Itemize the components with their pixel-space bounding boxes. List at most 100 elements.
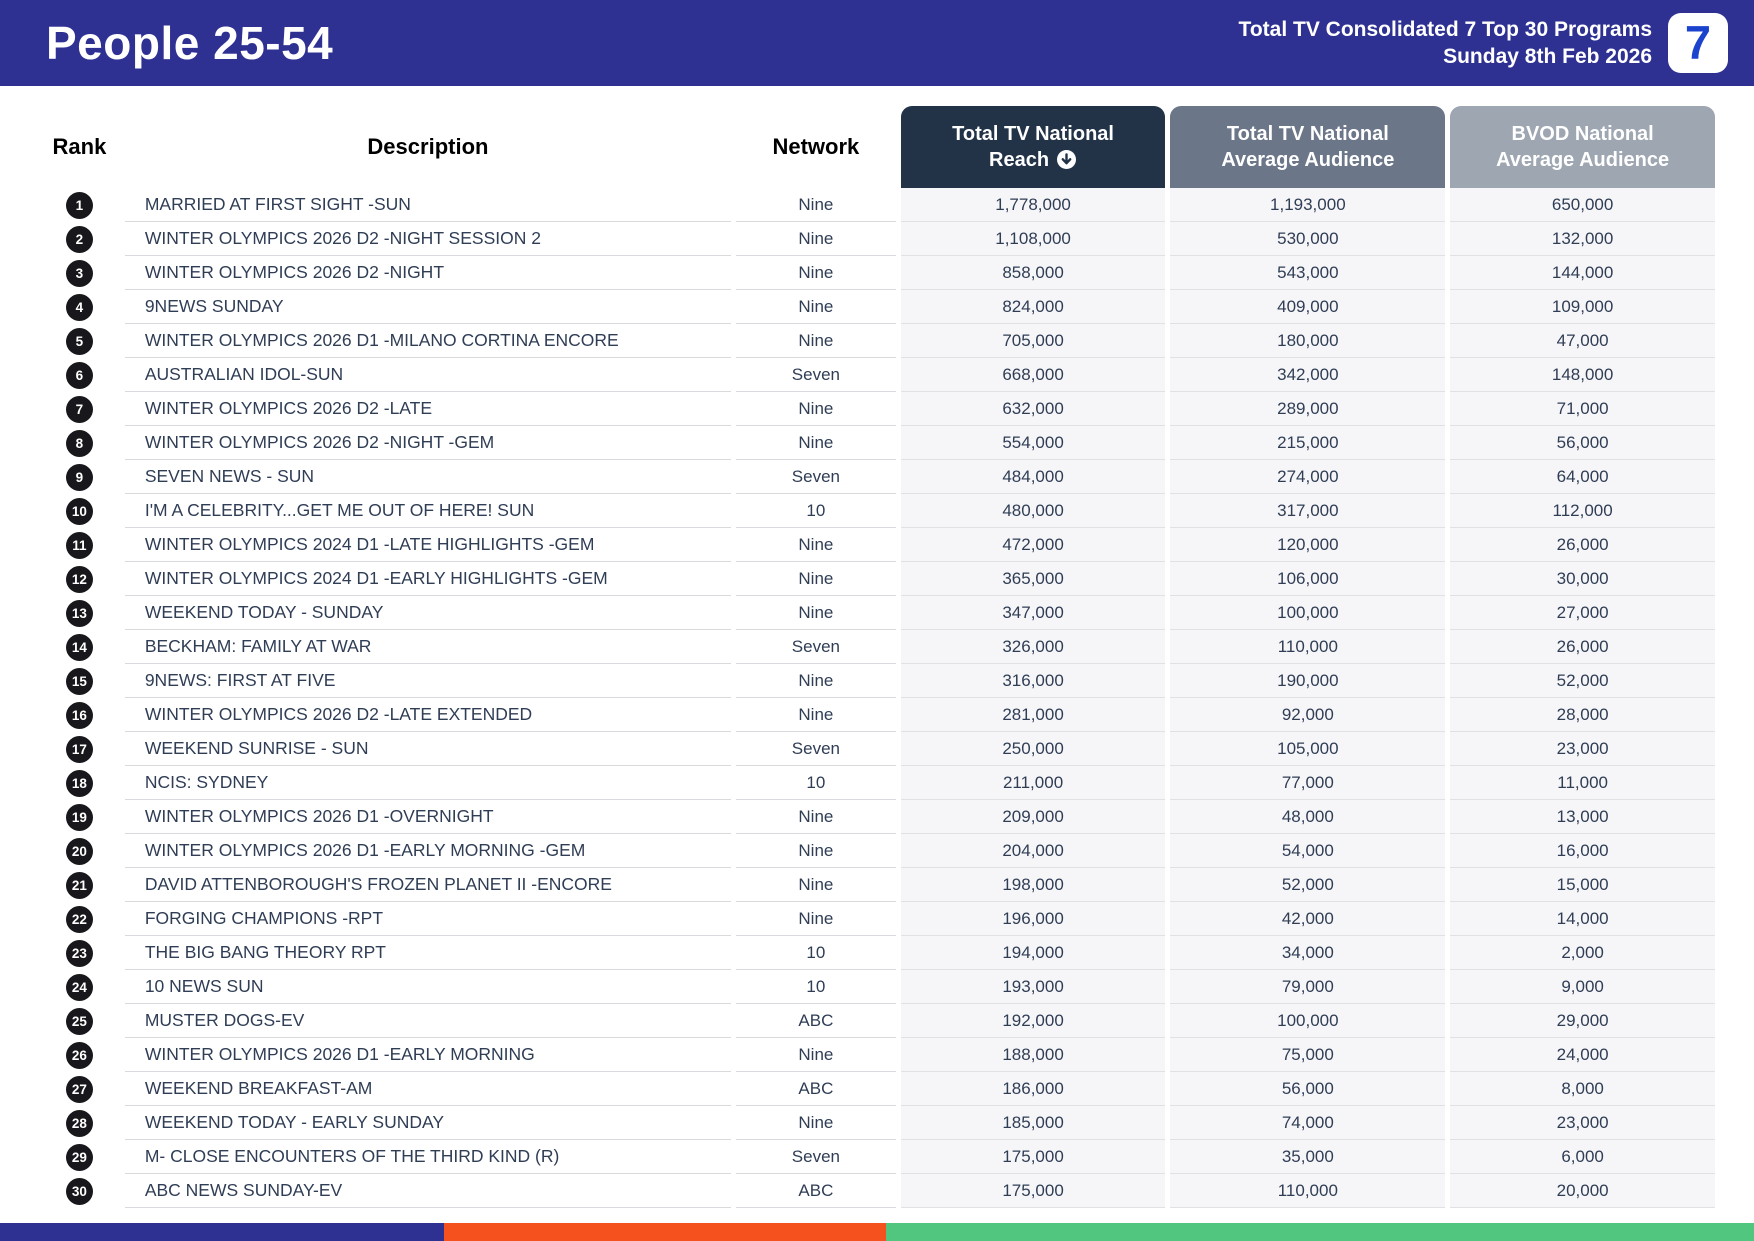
table-row: 28 WEEKEND TODAY - EARLY SUNDAY Nine 185,00… <box>39 1106 1715 1140</box>
total-tv-reach-cell: 824,000 <box>900 290 1166 324</box>
footer-color-bar <box>0 1223 1754 1241</box>
description-cell: ABC NEWS SUNDAY-EV <box>124 1174 732 1208</box>
column-header-total-tv-reach[interactable]: Total TV National Reach <box>900 106 1166 188</box>
network-cell: Nine <box>736 528 896 562</box>
table-row: 15 9NEWS: FIRST AT FIVE Nine 316,000 190,000… <box>39 664 1715 698</box>
rank-cell: 26 <box>39 1038 120 1072</box>
rank-cell: 8 <box>39 426 120 460</box>
rank-cell: 19 <box>39 800 120 834</box>
network-cell: Nine <box>736 664 896 698</box>
programs-table: Rank Description Network Total TV Nation… <box>34 106 1720 1208</box>
network-cell: Nine <box>736 324 896 358</box>
rank-badge: 11 <box>65 531 93 559</box>
network-cell: ABC <box>736 1004 896 1038</box>
total-tv-reach-cell: 480,000 <box>900 494 1166 528</box>
rank-badge: 7 <box>65 395 93 423</box>
description-cell: WINTER OLYMPICS 2026 D2 -LATE EXTENDED <box>124 698 732 732</box>
network-cell: Nine <box>736 800 896 834</box>
network-cell: Nine <box>736 290 896 324</box>
total-tv-reach-cell: 484,000 <box>900 460 1166 494</box>
network-cell: 10 <box>736 936 896 970</box>
table-row: 23 THE BIG BANG THEORY RPT 10 194,000 34,000… <box>39 936 1715 970</box>
total-tv-reach-cell: 209,000 <box>900 800 1166 834</box>
table-row: 18 NCIS: SYDNEY 10 211,000 77,000 11,000 <box>39 766 1715 800</box>
description-cell: WINTER OLYMPICS 2026 D1 -EARLY MORNING <box>124 1038 732 1072</box>
total-tv-reach-cell: 632,000 <box>900 392 1166 426</box>
rank-cell: 21 <box>39 868 120 902</box>
total-tv-average-audience-cell: 79,000 <box>1170 970 1446 1004</box>
bvod-average-audience-cell: 71,000 <box>1450 392 1715 426</box>
bvod-average-audience-cell: 52,000 <box>1450 664 1715 698</box>
description-cell: WEEKEND SUNRISE - SUN <box>124 732 732 766</box>
table-row: 30 ABC NEWS SUNDAY-EV ABC 175,000 110,000 20,… <box>39 1174 1715 1208</box>
total-tv-reach-cell: 175,000 <box>900 1140 1166 1174</box>
total-tv-reach-cell: 192,000 <box>900 1004 1166 1038</box>
total-tv-average-audience-cell: 110,000 <box>1170 630 1446 664</box>
footer-bar-segment <box>0 1223 444 1241</box>
rank-cell: 12 <box>39 562 120 596</box>
report-subtitle-line1: Total TV Consolidated 7 Top 30 Programs <box>1238 17 1652 41</box>
description-cell: WINTER OLYMPICS 2026 D2 -NIGHT -GEM <box>124 426 732 460</box>
rank-badge: 21 <box>65 871 93 899</box>
rank-cell: 1 <box>39 188 120 222</box>
network-cell: ABC <box>736 1072 896 1106</box>
rank-badge: 14 <box>65 633 93 661</box>
header-right: Total TV Consolidated 7 Top 30 Programs … <box>1239 13 1728 73</box>
rank-cell: 9 <box>39 460 120 494</box>
table-header-row: Rank Description Network Total TV Nation… <box>39 106 1715 188</box>
footer-bar-segment <box>443 1223 886 1241</box>
total-tv-reach-cell: 196,000 <box>900 902 1166 936</box>
description-cell: WEEKEND TODAY - SUNDAY <box>124 596 732 630</box>
table-row: 25 MUSTER DOGS-EV ABC 192,000 100,000 29,000 <box>39 1004 1715 1038</box>
total-tv-reach-cell: 347,000 <box>900 596 1166 630</box>
description-cell: WEEKEND TODAY - EARLY SUNDAY <box>124 1106 732 1140</box>
total-tv-reach-cell: 250,000 <box>900 732 1166 766</box>
rank-badge: 23 <box>65 939 93 967</box>
network-cell: 10 <box>736 766 896 800</box>
rank-badge: 3 <box>65 259 93 287</box>
rank-cell: 30 <box>39 1174 120 1208</box>
table-row: 13 WEEKEND TODAY - SUNDAY Nine 347,000 100,0… <box>39 596 1715 630</box>
network-cell: Nine <box>736 222 896 256</box>
description-cell: WINTER OLYMPICS 2024 D1 -LATE HIGHLIGHTS… <box>124 528 732 562</box>
network-cell: Nine <box>736 1106 896 1140</box>
rank-badge: 5 <box>65 327 93 355</box>
total-tv-average-audience-cell: 1,193,000 <box>1170 188 1446 222</box>
rank-cell: 3 <box>39 256 120 290</box>
total-tv-reach-cell: 185,000 <box>900 1106 1166 1140</box>
sort-descending-icon <box>1057 150 1077 169</box>
bvod-average-audience-cell: 11,000 <box>1450 766 1715 800</box>
total-tv-average-audience-cell: 35,000 <box>1170 1140 1446 1174</box>
description-cell: MUSTER DOGS-EV <box>124 1004 732 1038</box>
total-tv-average-audience-cell: 317,000 <box>1170 494 1446 528</box>
total-tv-average-audience-cell: 342,000 <box>1170 358 1446 392</box>
rank-badge: 25 <box>65 1007 93 1035</box>
rank-cell: 11 <box>39 528 120 562</box>
rank-badge: 30 <box>65 1177 93 1205</box>
bvod-average-audience-cell: 20,000 <box>1450 1174 1715 1208</box>
network-cell: Nine <box>736 596 896 630</box>
total-tv-reach-cell: 194,000 <box>900 936 1166 970</box>
total-tv-average-audience-cell: 215,000 <box>1170 426 1446 460</box>
rank-cell: 29 <box>39 1140 120 1174</box>
reach-header-line2: Reach <box>989 149 1050 171</box>
report-subtitle: Total TV Consolidated 7 Top 30 Programs … <box>1239 16 1652 71</box>
network-cell: Seven <box>736 630 896 664</box>
total-tv-average-audience-cell: 100,000 <box>1170 1004 1446 1038</box>
table-row: 1 MARRIED AT FIRST SIGHT -SUN Nine 1,778,00… <box>39 188 1715 222</box>
total-tv-average-audience-cell: 34,000 <box>1170 936 1446 970</box>
rank-badge: 9 <box>65 463 93 491</box>
column-header-total-tv-average-audience: Total TV National Average Audience <box>1170 106 1446 188</box>
bvod-average-audience-cell: 8,000 <box>1450 1072 1715 1106</box>
description-cell: WEEKEND BREAKFAST-AM <box>124 1072 732 1106</box>
bvod-average-audience-cell: 23,000 <box>1450 732 1715 766</box>
table-row: 26 WINTER OLYMPICS 2026 D1 -EARLY MORNING… <box>39 1038 1715 1072</box>
table-row: 10 I'M A CELEBRITY...GET ME OUT OF HERE! … <box>39 494 1715 528</box>
network-cell: Nine <box>736 868 896 902</box>
table-row: 2 WINTER OLYMPICS 2026 D2 -NIGHT SESSION … <box>39 222 1715 256</box>
seven-network-logo: 7 <box>1668 13 1728 73</box>
total-tv-average-audience-cell: 75,000 <box>1170 1038 1446 1072</box>
total-tv-average-audience-cell: 48,000 <box>1170 800 1446 834</box>
bvod-average-audience-cell: 132,000 <box>1450 222 1715 256</box>
bvod-average-audience-cell: 15,000 <box>1450 868 1715 902</box>
